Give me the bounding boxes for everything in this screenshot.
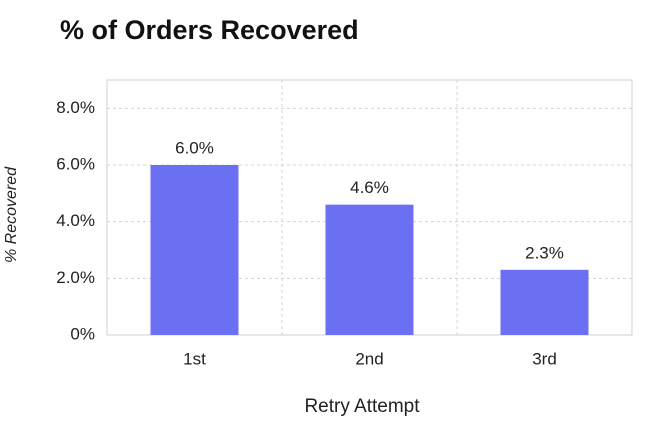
- y-tick-label: 6.0%: [56, 154, 95, 173]
- y-tick-label: 2.0%: [56, 268, 95, 287]
- value-label: 6.0%: [175, 138, 214, 157]
- y-axis-label: % Recovered: [3, 166, 20, 263]
- y-tick-label: 4.0%: [56, 211, 95, 230]
- value-label: 2.3%: [525, 243, 564, 262]
- x-axis-label: Retry Attempt: [304, 396, 420, 417]
- x-tick-label: 1st: [183, 349, 206, 368]
- x-tick-label: 2nd: [355, 349, 383, 368]
- bar: [150, 165, 239, 335]
- y-tick-label: 8.0%: [56, 98, 95, 117]
- y-tick-label: 0%: [70, 324, 95, 343]
- bar: [500, 269, 589, 335]
- x-tick-label: 3rd: [532, 349, 557, 368]
- bar: [325, 204, 414, 335]
- value-label: 4.6%: [350, 178, 389, 197]
- chart-title: % of Orders Recovered: [60, 15, 359, 45]
